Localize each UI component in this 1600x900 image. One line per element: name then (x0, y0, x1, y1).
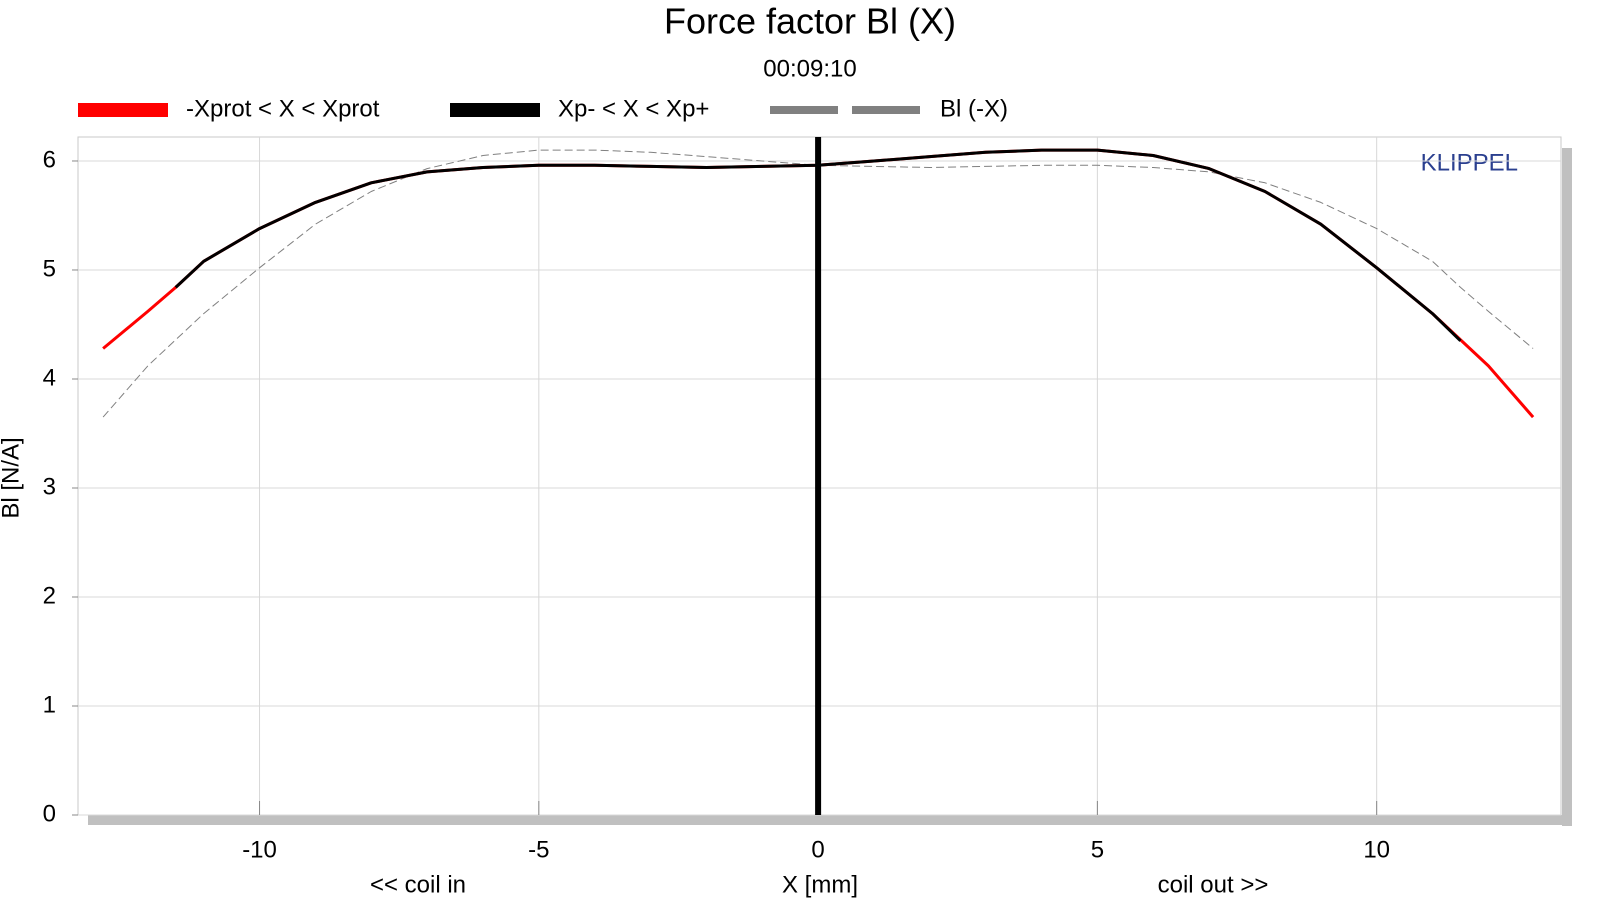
x-note: coil out >> (1158, 871, 1269, 898)
legend: -Xprot < X < Xprot Xp- < X < Xp+ Bl (-X) (78, 95, 1008, 122)
x-axis-label: X [mm] (782, 871, 858, 898)
x-tick-label: -10 (242, 836, 277, 863)
y-tick-label: 3 (43, 473, 56, 500)
y-axis-label: Bl [N/A] (0, 437, 24, 518)
legend-label: Bl (-X) (940, 95, 1008, 122)
watermark: KLIPPEL (1421, 149, 1518, 176)
y-tick-label: 2 (43, 582, 56, 609)
x-tick-label: 0 (811, 836, 824, 863)
y-tick-label: 1 (43, 691, 56, 718)
x-tick-label: -5 (528, 836, 549, 863)
chart-subtitle: 00:09:10 (763, 55, 856, 82)
chart-title: Force factor Bl (X) (664, 1, 956, 42)
x-tick-label: 10 (1363, 836, 1390, 863)
legend-label: -Xprot < X < Xprot (186, 95, 380, 122)
series-line (102, 149, 1534, 418)
x-note: << coil in (370, 871, 466, 898)
y-tick-label: 5 (43, 255, 56, 282)
x-tick-label: 5 (1091, 836, 1104, 863)
y-tick-label: 0 (43, 800, 56, 827)
y-tick-label: 4 (43, 364, 56, 391)
y-tick-label: 6 (43, 146, 56, 173)
plot-shadow (1562, 148, 1572, 826)
plot-shadow (88, 815, 1572, 825)
legend-label: Xp- < X < Xp+ (558, 95, 709, 122)
